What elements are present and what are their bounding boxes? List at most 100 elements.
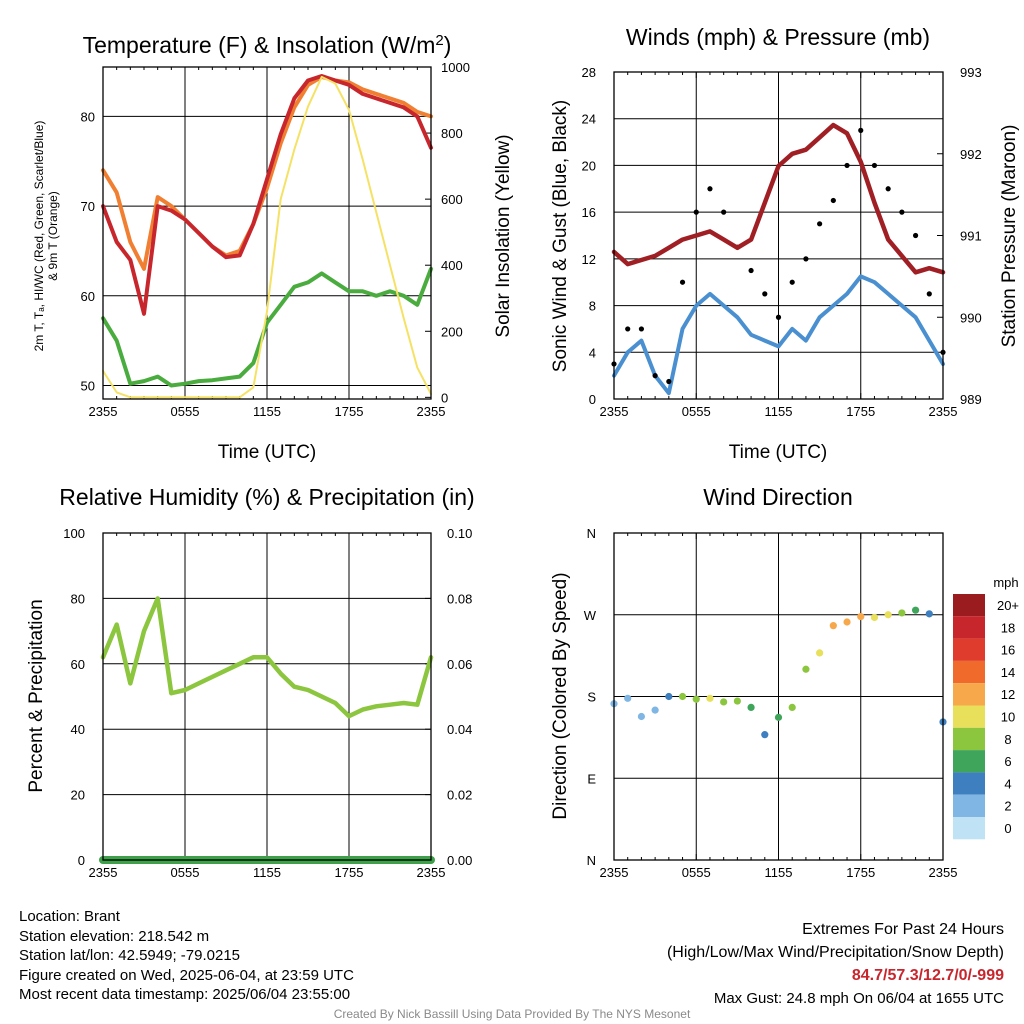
winds-gust-point [789, 279, 795, 285]
credit-line: Created By Nick Bassill Using Data Provi… [333, 1007, 691, 1021]
temperature-panel-title: Temperature (F) & Insolation (W/m2) [83, 32, 452, 58]
temperature-y2-tick-label: 200 [441, 324, 463, 339]
direction-point [678, 692, 687, 701]
winds-gust-point [844, 162, 850, 169]
direction-point [637, 712, 646, 721]
humidity-x-tick-label: 0555 [171, 865, 200, 880]
humidity-y-tick-label: 100 [63, 526, 85, 541]
temperature-y2-tick-label: 0 [441, 390, 448, 405]
direction-y-tick-label: N [587, 526, 596, 541]
winds-panel-title: Winds (mph) & Pressure (mb) [626, 24, 930, 50]
humidity-y-tick-label: 40 [71, 722, 85, 737]
temperature-x-tick-label: 1755 [335, 404, 364, 419]
legend-swatch [953, 594, 985, 617]
direction-point [857, 612, 865, 621]
temperature-y2-tick-label: 400 [441, 258, 463, 273]
temperature-y2-tick-label: 1000 [441, 60, 470, 75]
winds-gust-point [899, 209, 905, 215]
winds-gust-point [885, 186, 891, 192]
direction-frame [613, 532, 944, 861]
temperature-y-label-line2: & 9m T (Orange) [46, 191, 60, 281]
direction-point [624, 694, 632, 702]
temperature-y-tick-label: 70 [81, 199, 95, 214]
station-info: Location: Brant Station elevation: 218.5… [19, 907, 354, 1005]
direction-x-tick-label: 2355 [600, 865, 629, 880]
winds-y2-tick-label: 989 [960, 392, 982, 407]
winds-gust-point [679, 279, 686, 285]
legend-swatch [953, 638, 985, 661]
winds-gust-point [912, 232, 919, 239]
winds-gust-point [652, 373, 658, 379]
temperature-y2-tick-label: 600 [441, 192, 463, 207]
winds-y-label: Sonic Wind & Gust (Blue, Black) [550, 100, 571, 372]
humidity-x-tick-label: 2355 [89, 865, 118, 880]
direction-y-tick-label: W [584, 608, 597, 623]
temperature-series-line [101, 74, 433, 271]
winds-gust-point [817, 221, 823, 227]
direction-x-tick-label: 1155 [765, 865, 793, 880]
station-elevation: Station elevation: 218.542 m [19, 927, 210, 945]
winds-x-tick-label: 1755 [846, 404, 875, 419]
winds-x-label: Time (UTC) [729, 442, 828, 463]
legend-label: 2 [1004, 799, 1011, 814]
legend-label: 6 [1004, 754, 1011, 769]
winds-frame [613, 71, 944, 400]
humidity-plot: 0 20 40 60 80 100 0.00 0.02 0.04 0.06 0.08 0.10 2355… [63, 526, 472, 880]
humidity-y2-tick-label: 0.10 [447, 526, 472, 541]
humidity-y2-tick-label: 0.08 [447, 591, 472, 606]
temperature-y-tick-label: 80 [81, 109, 95, 124]
legend-label: 10 [1001, 710, 1015, 725]
extremes-subtitle: (High/Low/Max Wind/Precipitation/Snow De… [666, 944, 1004, 961]
temperature-y-tick-label: 60 [81, 289, 95, 304]
direction-panel-title: Wind Direction [703, 484, 853, 510]
winds-gust-point [638, 326, 645, 332]
winds-gust-point [693, 209, 699, 215]
temperature-x-label: Time (UTC) [218, 442, 317, 463]
direction-point [651, 706, 659, 714]
humidity-y2-tick-label: 0.04 [447, 722, 472, 737]
direction-point [747, 703, 755, 712]
legend-swatch [953, 683, 985, 706]
winds-y2-tick-label: 993 [960, 65, 982, 80]
legend-swatch [953, 616, 985, 639]
figure-created: Figure created on Wed, 2025-06-04, at 23… [19, 966, 354, 984]
winds-y-tick-label: 28 [582, 65, 596, 80]
direction-point [720, 698, 728, 706]
direction-x-tick-label: 0555 [682, 865, 711, 880]
winds-plot: 0 4 8 12 16 20 24 28 989 990 991 992 993 2355 0555 1155… [582, 65, 982, 419]
winds-y-tick-label: 0 [589, 392, 596, 407]
winds-y2-tick-label: 992 [960, 147, 982, 162]
direction-point [911, 606, 920, 614]
winds-y-tick-label: 4 [589, 345, 596, 360]
winds-x-tick-label: 2355 [600, 404, 629, 419]
station-location: Location: Brant [19, 908, 120, 925]
temperature-x-tick-label: 2355 [89, 404, 118, 419]
winds-pressure-line [611, 122, 946, 275]
humidity-y-tick-label: 80 [71, 591, 85, 606]
temperature-x-tick-label: 2355 [417, 404, 446, 419]
temperature-y2-tick-label: 800 [441, 126, 463, 141]
direction-point [774, 713, 783, 721]
legend-label: 20+ [997, 598, 1019, 613]
temperature-y2-label: Solar Insolation (Yellow) [493, 134, 514, 337]
legend-label: 16 [1001, 643, 1015, 658]
humidity-y2-tick-label: 0.02 [447, 788, 472, 803]
direction-point [802, 665, 810, 673]
winds-y-tick-label: 16 [582, 205, 596, 220]
legend-label: 0 [1004, 821, 1011, 836]
humidity-y-tick-label: 20 [71, 788, 85, 803]
humidity-y-tick-label: 0 [78, 853, 85, 868]
legend-label: 4 [1004, 776, 1011, 791]
humidity-x-tick-label: 1755 [335, 865, 364, 880]
legend-swatch [953, 750, 985, 773]
max-gust: Max Gust: 24.8 mph On 06/04 at 1655 UTC [713, 990, 1004, 1007]
legend-label: 18 [1001, 620, 1015, 635]
winds-gust-point [871, 162, 878, 169]
winds-gust-point [926, 291, 932, 297]
winds-y2-label: Station Pressure (Maroon) [999, 125, 1020, 348]
winds-y2-tick-label: 991 [960, 229, 982, 244]
legend-label: 12 [1001, 687, 1015, 702]
direction-point [692, 695, 700, 703]
legend-swatch [953, 660, 985, 684]
